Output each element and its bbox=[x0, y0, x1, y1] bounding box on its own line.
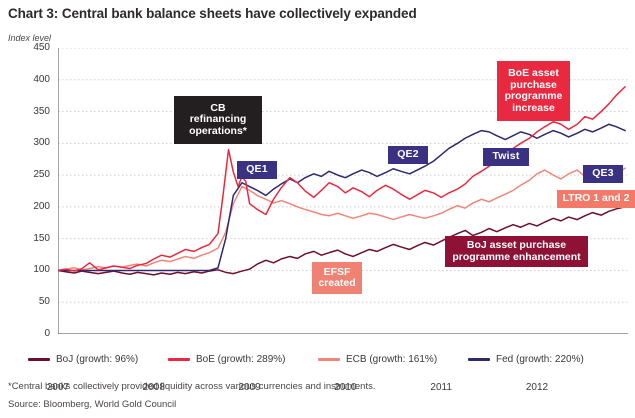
legend-item-boj[interactable]: BoJ (growth: 96%) bbox=[28, 354, 138, 365]
series-line-boe bbox=[58, 86, 626, 272]
annotation-qe2: QE2 bbox=[388, 146, 428, 164]
annotation-cb-refinancing-operations: CB refinancing operations* bbox=[174, 96, 262, 144]
footnote-asterisk: *Central banks collectively provided liq… bbox=[8, 381, 376, 392]
series-line-boj bbox=[58, 206, 626, 276]
series-line-ecb bbox=[58, 167, 626, 272]
x-tick-2009: 2009 bbox=[238, 382, 261, 393]
x-tick-2011: 2011 bbox=[430, 382, 452, 393]
annotation-efsf-created: EFSF created bbox=[312, 262, 362, 294]
chart-legend: BoJ (growth: 96%) BoE (growth: 289%) ECB (… bbox=[0, 352, 635, 372]
y-tick-400: 400 bbox=[33, 73, 50, 85]
legend-label-boe: BoE (growth: 289%) bbox=[196, 354, 286, 365]
legend-swatch-boj bbox=[28, 358, 50, 361]
source-line: Source: Bloomberg, World Gold Council bbox=[8, 399, 177, 410]
legend-item-fed[interactable]: Fed (growth: 220%) bbox=[468, 354, 584, 365]
legend-swatch-ecb bbox=[318, 358, 340, 361]
annotation-qe3: QE3 bbox=[583, 165, 623, 183]
annotation-boj-asset-purchase: BoJ asset purchase programme enhancement bbox=[445, 236, 588, 267]
page-title: Chart 3: Central bank balance sheets hav… bbox=[8, 6, 417, 21]
x-tick-2008: 2008 bbox=[142, 382, 165, 393]
annotation-twist: Twist bbox=[483, 148, 529, 166]
legend-label-ecb: ECB (growth: 161%) bbox=[346, 354, 438, 365]
annotation-boe-asset-purchase: BoE asset purchase programme increase bbox=[497, 61, 570, 121]
y-tick-250: 250 bbox=[33, 169, 50, 181]
legend-label-boj: BoJ (growth: 96%) bbox=[56, 354, 139, 365]
x-tick-2012: 2012 bbox=[525, 382, 549, 393]
legend-swatch-fed bbox=[468, 358, 490, 361]
plot-area: 0 50 100 150 200 250 300 350 400 450 2007 2008 2009… bbox=[0, 42, 635, 393]
y-tick-300: 300 bbox=[33, 137, 50, 149]
y-tick-350: 350 bbox=[33, 105, 50, 117]
legend-label-fed: Fed (growth: 220%) bbox=[496, 354, 584, 365]
annotation-ltro-1-and-2: LTRO 1 and 2 bbox=[557, 190, 635, 208]
legend-item-boe[interactable]: BoE (growth: 289%) bbox=[168, 354, 286, 365]
y-tick-200: 200 bbox=[33, 200, 50, 212]
y-tick-0: 0 bbox=[44, 328, 50, 339]
x-tick-2007: 2007 bbox=[46, 382, 70, 393]
series-line-fed bbox=[58, 123, 626, 272]
x-tick-2010: 2010 bbox=[334, 382, 357, 393]
y-tick-50: 50 bbox=[38, 296, 50, 308]
legend-item-ecb[interactable]: ECB (growth: 161%) bbox=[318, 354, 437, 365]
y-tick-100: 100 bbox=[33, 264, 50, 276]
y-tick-150: 150 bbox=[33, 232, 50, 244]
annotation-qe1: QE1 bbox=[237, 161, 277, 179]
y-tick-450: 450 bbox=[33, 42, 50, 53]
legend-swatch-boe bbox=[168, 358, 190, 361]
y-axis-caption: Index level bbox=[8, 33, 52, 43]
